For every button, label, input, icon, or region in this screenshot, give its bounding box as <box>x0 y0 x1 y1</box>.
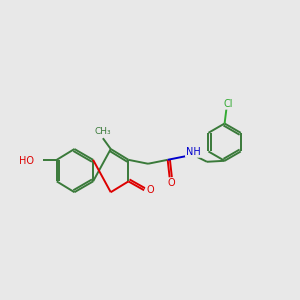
Text: O: O <box>146 185 154 195</box>
Text: Cl: Cl <box>224 99 233 109</box>
Text: NH: NH <box>186 147 201 157</box>
Text: O: O <box>168 178 176 188</box>
Text: HO: HO <box>19 156 34 166</box>
Text: CH₃: CH₃ <box>94 127 111 136</box>
